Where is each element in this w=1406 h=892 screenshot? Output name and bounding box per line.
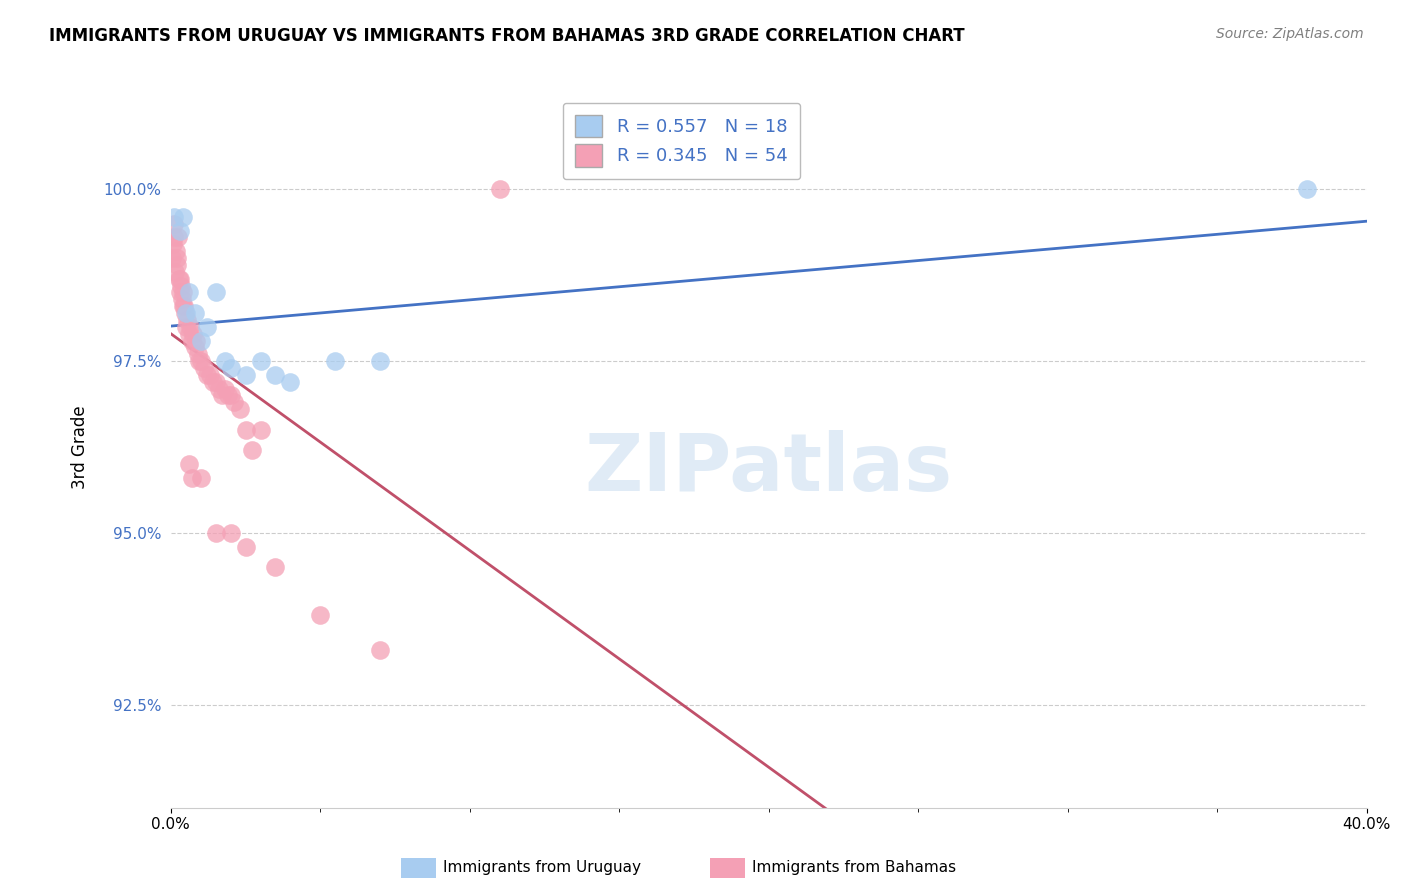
Point	[174, 306, 197, 320]
Point	[204, 525, 226, 540]
Point	[219, 525, 242, 540]
Point	[235, 540, 257, 554]
Point	[188, 354, 211, 368]
Point	[162, 237, 184, 252]
Point	[235, 368, 257, 382]
Point	[235, 423, 257, 437]
Point	[208, 382, 231, 396]
Point	[214, 382, 236, 396]
Point	[172, 285, 194, 300]
Point	[264, 368, 287, 382]
Point	[211, 388, 233, 402]
Point	[166, 258, 188, 272]
Point	[166, 251, 188, 265]
Point	[169, 285, 191, 300]
Point	[187, 347, 209, 361]
Point	[240, 443, 263, 458]
Point	[222, 395, 245, 409]
Point	[193, 361, 215, 376]
Point	[176, 313, 198, 327]
Point	[214, 354, 236, 368]
Point	[177, 326, 200, 341]
Point	[165, 244, 187, 259]
Point	[174, 306, 197, 320]
Point	[177, 457, 200, 471]
Point	[184, 306, 207, 320]
Text: IMMIGRANTS FROM URUGUAY VS IMMIGRANTS FROM BAHAMAS 3RD GRADE CORRELATION CHART: IMMIGRANTS FROM URUGUAY VS IMMIGRANTS FR…	[49, 27, 965, 45]
Point	[173, 299, 195, 313]
Point	[177, 285, 200, 300]
Point	[169, 224, 191, 238]
Point	[170, 278, 193, 293]
Point	[217, 388, 239, 402]
Point	[488, 182, 510, 196]
Point	[172, 210, 194, 224]
Point	[172, 299, 194, 313]
Point	[179, 319, 201, 334]
Point	[172, 293, 194, 307]
Point	[204, 285, 226, 300]
Point	[198, 368, 221, 382]
Point	[184, 340, 207, 354]
Point	[228, 402, 250, 417]
Point	[323, 354, 346, 368]
Point	[190, 354, 212, 368]
Point	[169, 271, 191, 285]
Point	[368, 354, 391, 368]
Point	[280, 375, 302, 389]
Point	[195, 368, 218, 382]
Point	[165, 265, 187, 279]
Text: Immigrants from Uruguay: Immigrants from Uruguay	[443, 861, 641, 875]
Point	[201, 375, 224, 389]
Text: Source: ZipAtlas.com: Source: ZipAtlas.com	[1216, 27, 1364, 41]
Y-axis label: 3rd Grade: 3rd Grade	[72, 405, 89, 489]
Point	[167, 230, 190, 244]
Point	[163, 230, 186, 244]
Point	[219, 361, 242, 376]
Point	[309, 608, 332, 623]
Point	[368, 642, 391, 657]
Text: Immigrants from Bahamas: Immigrants from Bahamas	[752, 861, 956, 875]
Point	[219, 388, 242, 402]
Point	[249, 423, 271, 437]
Point	[204, 375, 226, 389]
Text: ZIPatlas: ZIPatlas	[585, 430, 953, 508]
Point	[190, 471, 212, 485]
Point	[180, 471, 202, 485]
Point	[163, 210, 186, 224]
Point	[180, 334, 202, 348]
Point	[163, 217, 186, 231]
Point	[162, 251, 184, 265]
Point	[186, 334, 208, 348]
Point	[181, 326, 204, 341]
Point	[264, 560, 287, 574]
Legend: R = 0.557   N = 18, R = 0.345   N = 54: R = 0.557 N = 18, R = 0.345 N = 54	[562, 103, 800, 179]
Point	[174, 319, 197, 334]
Point	[1296, 182, 1319, 196]
Point	[190, 334, 212, 348]
Point	[249, 354, 271, 368]
Point	[195, 319, 218, 334]
Point	[167, 271, 190, 285]
